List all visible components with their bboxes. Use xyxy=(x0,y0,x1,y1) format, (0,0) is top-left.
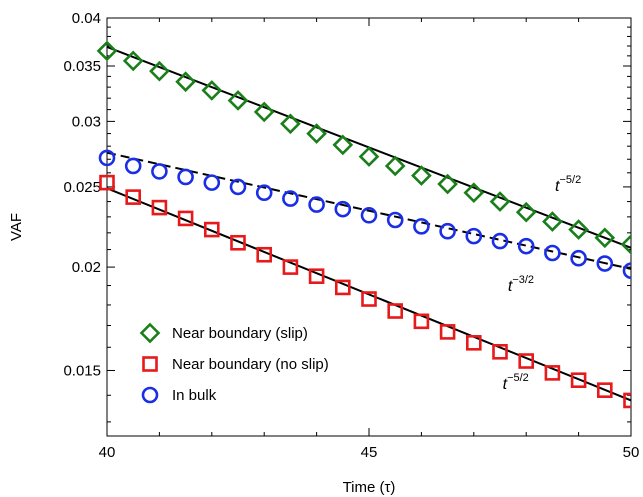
data-markers xyxy=(96,40,631,409)
legend-label: Near boundary (slip) xyxy=(172,325,308,342)
circle-marker xyxy=(334,200,352,218)
power-law-exponent: −5/2 xyxy=(507,372,529,384)
circle-marker xyxy=(282,190,299,207)
legend-label: In bulk xyxy=(172,387,217,404)
diamond-marker xyxy=(201,80,223,101)
circle-marker xyxy=(308,196,325,213)
circle-marker xyxy=(439,222,456,240)
y-tick-label: 0.025 xyxy=(63,179,101,196)
square-marker xyxy=(518,353,535,369)
legend-diamond-icon xyxy=(139,322,161,344)
x-tick-label: 40 xyxy=(99,444,116,461)
square-marker xyxy=(623,392,631,409)
square-marker xyxy=(465,335,482,351)
square-marker xyxy=(544,365,561,381)
circle-marker xyxy=(203,174,221,191)
diamond-marker xyxy=(542,211,563,232)
diamond-marker xyxy=(332,134,354,156)
square-marker xyxy=(177,210,194,227)
y-tick-label: 0.035 xyxy=(63,58,101,75)
diamond-marker xyxy=(489,191,511,212)
axis-tick-labels: 0.015 0.02 0.025 0.03 0.035 0.04 40 45 50 xyxy=(63,10,639,461)
power-law-label: t−5/2 xyxy=(503,372,529,393)
fit-line-dashed xyxy=(106,151,632,270)
square-marker xyxy=(99,174,115,191)
circle-marker xyxy=(386,211,404,229)
circle-marker xyxy=(98,149,116,167)
x-tick-label: 45 xyxy=(361,444,378,461)
square-marker xyxy=(413,313,430,330)
circle-marker xyxy=(596,255,614,272)
diamond-marker xyxy=(411,165,432,186)
diamond-marker xyxy=(122,50,144,72)
power-law-exponent: −3/2 xyxy=(512,274,534,286)
diamond-marker xyxy=(594,227,616,249)
square-marker xyxy=(596,382,613,398)
x-axis-title: Time (τ) xyxy=(343,479,396,496)
diamond-marker xyxy=(437,173,458,195)
fit-line-solid xyxy=(106,187,632,402)
diamond-marker xyxy=(620,234,631,255)
legend: Near boundary (slip) Near boundary (no sl… xyxy=(139,322,329,404)
y-axis-title: VAF xyxy=(8,213,25,241)
diamond-marker xyxy=(306,123,327,144)
circle-marker xyxy=(570,249,587,267)
power-law-base: t xyxy=(508,278,513,295)
square-marker xyxy=(230,234,246,251)
square-marker xyxy=(492,344,508,360)
square-marker xyxy=(570,372,587,388)
diamond-marker xyxy=(149,60,170,82)
y-tick-label: 0.04 xyxy=(72,10,101,27)
square-marker xyxy=(282,259,299,275)
legend-label: Near boundary (no slip) xyxy=(172,356,329,373)
y-tick-label: 0.03 xyxy=(72,113,101,130)
power-law-base: t xyxy=(555,178,560,195)
circle-marker xyxy=(491,232,509,250)
power-law-exponent: −5/2 xyxy=(559,174,581,186)
legend-square-icon xyxy=(142,356,158,372)
diamond-marker xyxy=(384,155,406,177)
diamond-marker xyxy=(358,146,380,167)
square-marker xyxy=(334,279,351,296)
legend-circle-icon xyxy=(141,386,159,404)
y-tick-label: 0.02 xyxy=(72,259,101,276)
y-tick-label: 0.015 xyxy=(63,362,101,379)
diamond-marker xyxy=(515,201,537,223)
square-marker xyxy=(308,268,325,284)
square-marker xyxy=(361,291,377,307)
diamond-marker xyxy=(227,90,249,111)
diamond-marker xyxy=(463,182,485,204)
diamond-marker xyxy=(175,71,196,93)
axis-ticks xyxy=(106,17,632,436)
circle-marker xyxy=(360,207,378,224)
square-marker xyxy=(151,199,168,216)
circle-marker xyxy=(465,227,483,245)
power-law-label: t−5/2 xyxy=(555,174,581,195)
power-law-label: t−3/2 xyxy=(508,274,534,295)
circle-marker xyxy=(151,163,168,180)
square-marker xyxy=(387,303,404,319)
diamond-marker xyxy=(253,101,275,123)
diamond-marker xyxy=(568,219,589,240)
circle-marker xyxy=(255,184,273,202)
circle-marker xyxy=(544,244,561,262)
circle-marker xyxy=(124,157,142,175)
power-law-annotations: t−5/2t−3/2t−5/2 xyxy=(503,174,582,393)
power-law-base: t xyxy=(503,376,508,393)
square-marker xyxy=(256,246,273,263)
diamond-marker xyxy=(280,113,301,135)
circle-marker xyxy=(517,237,535,255)
plot-frame xyxy=(106,17,632,437)
square-marker xyxy=(204,221,220,238)
x-tick-label: 50 xyxy=(623,444,640,461)
circle-marker xyxy=(413,218,430,235)
circle-marker xyxy=(229,178,247,196)
circle-marker xyxy=(622,262,631,280)
circle-marker xyxy=(177,168,194,186)
diamond-marker xyxy=(96,40,118,62)
square-marker xyxy=(125,189,141,205)
square-marker xyxy=(439,324,456,340)
